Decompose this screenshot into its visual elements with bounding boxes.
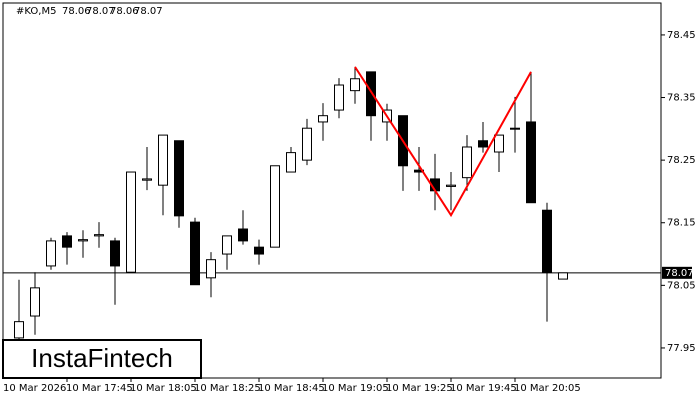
symbol: #KO,M5 (16, 6, 56, 17)
x-tick-label: 10 Mar 19:25 (386, 383, 453, 394)
candle-body (126, 171, 136, 273)
candle-body (62, 235, 72, 248)
candle-body (302, 127, 312, 161)
x-tick-label: 10 Mar 18:05 (130, 383, 197, 394)
x-tick-label: 10 Mar 20:05 (514, 383, 581, 394)
candle-body (270, 165, 280, 248)
candle-body (510, 127, 520, 130)
candle-body (94, 234, 104, 237)
candle-body (238, 228, 248, 242)
header-value: 78.07 (134, 6, 163, 17)
y-tick-label: 78.45 (667, 30, 696, 41)
candle-body (110, 240, 120, 267)
candle-body (478, 140, 488, 148)
y-tick-label: 77.95 (667, 343, 696, 354)
candle-body (206, 259, 216, 279)
candle-body (558, 272, 568, 280)
candle-body (142, 178, 152, 181)
header-value: 78.06 (62, 6, 91, 17)
header-value: 78.06 (110, 6, 139, 17)
candle-body (46, 240, 56, 267)
plot-frame (2, 2, 662, 379)
candle-body (446, 184, 456, 187)
logo-box: InstaFintech (2, 339, 202, 379)
candle-body (222, 235, 232, 255)
pattern-line (354, 66, 532, 218)
y-tick-label: 78.15 (667, 218, 696, 229)
candle-body (366, 71, 376, 117)
logo-text: InstaFintech (31, 343, 173, 373)
candle-body (542, 209, 552, 273)
x-tick-label: 10 Mar 17:45 (66, 383, 133, 394)
y-tick-label: 78.35 (667, 93, 696, 104)
x-tick-label: 10 Mar 18:45 (258, 383, 325, 394)
candle-body (286, 152, 296, 173)
candle-body (30, 287, 40, 317)
header-value: 78.07 (86, 6, 115, 17)
candle-body (174, 140, 184, 217)
last-price-box (662, 266, 692, 279)
y-tick-label: 78.25 (667, 155, 696, 166)
candle-body (494, 134, 504, 153)
candle-body (350, 78, 360, 92)
candle-body (318, 115, 328, 123)
logo-frame (2, 339, 202, 379)
candle-body (78, 239, 88, 242)
candle-body (254, 246, 264, 255)
candle-body (190, 221, 200, 286)
date-label: 10 Mar 2026 (3, 383, 66, 394)
candle-body (334, 84, 344, 111)
x-tick-label: 10 Mar 19:45 (450, 383, 517, 394)
candle-body (526, 121, 536, 204)
y-tick-label: 78.05 (667, 280, 696, 291)
candle-body (462, 146, 472, 179)
x-tick-label: 10 Mar 19:05 (322, 383, 389, 394)
x-tick-label: 10 Mar 18:25 (194, 383, 261, 394)
last-price-label: 78.07 (665, 268, 694, 279)
candle-body (14, 321, 24, 339)
candle-body (158, 134, 168, 186)
